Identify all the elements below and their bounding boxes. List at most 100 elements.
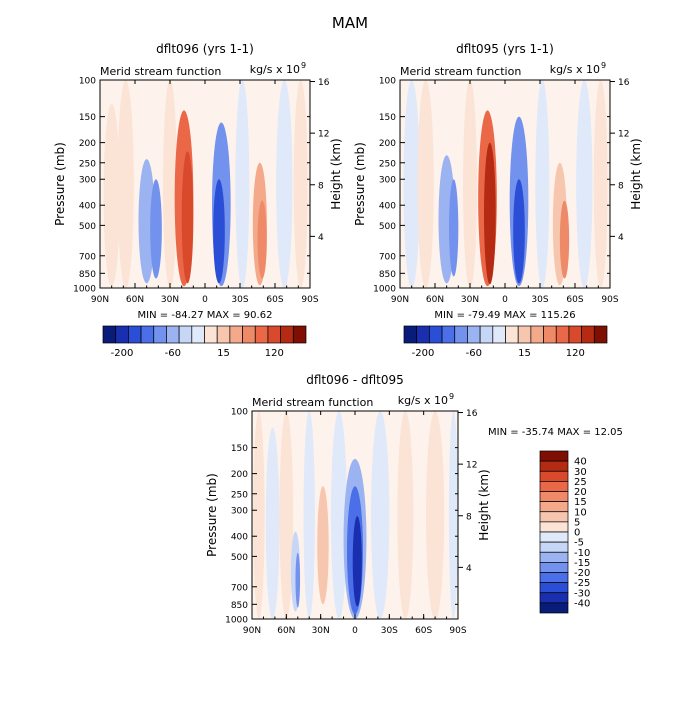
colorbar-swatch	[102, 325, 117, 344]
pressure-tick-label: 150	[231, 444, 248, 454]
units-exponent: 9	[301, 61, 306, 70]
negative-contour-cell	[276, 80, 293, 288]
legend-label: -30	[574, 588, 590, 599]
units-exponent: 9	[449, 392, 454, 401]
colorbar-swatch	[505, 325, 519, 344]
positive-contour-cell	[117, 80, 134, 288]
colorbar-swatch	[280, 325, 294, 344]
colorbar-swatch	[229, 325, 243, 344]
panel-dflt095: 100150200250300400500700850100016128490N…	[353, 42, 643, 359]
pressure-tick-label: 1000	[373, 285, 396, 295]
positive-contour-cell	[417, 80, 434, 288]
negative-contour-cell	[576, 80, 593, 288]
variable-label: Merid stream function	[400, 65, 521, 78]
colorbar-swatch	[530, 325, 544, 344]
height-tick-label: 12	[318, 130, 329, 140]
negative-contour-cell	[513, 179, 525, 284]
stream-function-field	[253, 411, 458, 619]
negative-contour-cell	[448, 411, 458, 619]
positive-contour-cell	[181, 151, 194, 284]
pressure-tick-label: 850	[379, 270, 396, 280]
legend-label: -40	[574, 598, 590, 609]
height-axis-title: Height (km)	[477, 469, 491, 540]
colorbar-swatch	[128, 325, 142, 344]
colorbar-swatch	[593, 325, 608, 344]
units-label: kg/s x 10	[250, 63, 300, 76]
legend-label: -10	[574, 548, 590, 559]
height-tick-label: 8	[318, 181, 324, 191]
latitude-tick-label: 90N	[243, 626, 261, 636]
height-axis-title: Height (km)	[329, 138, 343, 209]
colorbar-swatch	[115, 325, 129, 344]
legend-swatch	[539, 501, 569, 513]
negative-contour-cell	[138, 159, 155, 284]
variable-label: Merid stream function	[252, 396, 373, 409]
latitude-tick-label: 90S	[601, 295, 618, 305]
pressure-tick-label: 100	[379, 77, 396, 87]
colorbar-swatch	[267, 325, 281, 344]
latitude-tick-label: 30N	[312, 626, 330, 636]
positive-contour-cell	[559, 200, 570, 279]
legend-label: -20	[574, 568, 590, 579]
height-axis-title: Height (km)	[629, 138, 643, 209]
panel-title: dflt096 (yrs 1-1)	[156, 42, 254, 56]
negative-contour-cell	[403, 80, 420, 288]
pressure-tick-label: 700	[379, 252, 396, 262]
legend-label: 0	[574, 528, 580, 539]
pressure-tick-label: 150	[379, 113, 396, 123]
colorbar-swatch	[479, 325, 494, 344]
pressure-tick-label: 200	[379, 139, 396, 149]
pressure-tick-label: 1000	[73, 285, 96, 295]
height-tick-label: 8	[466, 512, 472, 522]
pressure-tick-label: 150	[79, 113, 96, 123]
colorbar-label: 15	[217, 348, 230, 359]
height-tick-label: 12	[466, 461, 477, 471]
latitude-tick-label: 30S	[531, 295, 548, 305]
panel-title: dflt096 - dflt095	[306, 373, 404, 387]
legend-swatch	[539, 481, 569, 492]
colorbar-label: -60	[165, 348, 181, 359]
height-tick-label: 4	[318, 233, 324, 243]
latitude-tick-label: 0	[352, 626, 358, 636]
latitude-tick-label: 30N	[461, 295, 479, 305]
legend-swatch	[539, 450, 569, 462]
colorbar-label: 120	[265, 348, 284, 359]
latitude-tick-label: 90N	[91, 295, 109, 305]
negative-contour-cell	[295, 552, 301, 608]
pressure-tick-label: 400	[379, 202, 396, 212]
legend-swatch	[539, 531, 569, 543]
legend-swatch	[539, 541, 569, 553]
legend-label: -5	[574, 538, 584, 549]
units-label: kg/s x 10	[550, 63, 600, 76]
height-tick-label: 4	[618, 233, 624, 243]
legend-label: 30	[574, 467, 587, 478]
legend-swatch	[539, 582, 569, 594]
positive-contour-cell	[317, 486, 329, 605]
pressure-tick-label: 100	[231, 408, 248, 418]
pressure-tick-label: 250	[379, 159, 396, 169]
legend-swatch	[539, 602, 569, 614]
colorbar-swatch	[416, 325, 430, 344]
colorbar-swatch	[454, 325, 468, 344]
colorbar-swatch	[292, 325, 307, 344]
latitude-tick-label: 90S	[449, 626, 466, 636]
colorbar-swatch	[467, 325, 481, 344]
colorbar-swatch	[254, 325, 269, 344]
legend-swatch	[539, 551, 569, 563]
colorbar-swatch	[429, 325, 443, 344]
colorbar-swatch	[543, 325, 557, 344]
figure-title: MAM	[332, 14, 368, 32]
legend-label: 10	[574, 507, 587, 518]
pressure-tick-label: 250	[79, 159, 96, 169]
legend-swatch	[539, 470, 569, 482]
legend-swatch	[539, 491, 569, 502]
pressure-tick-label: 850	[231, 601, 248, 611]
positive-contour-cell	[253, 411, 265, 619]
colorbar-label: -200	[412, 348, 435, 359]
colorbar-swatch	[492, 325, 506, 344]
colorbar-swatch	[441, 325, 456, 344]
positive-contour-cell	[103, 103, 120, 287]
colorbar-swatch	[216, 325, 231, 344]
